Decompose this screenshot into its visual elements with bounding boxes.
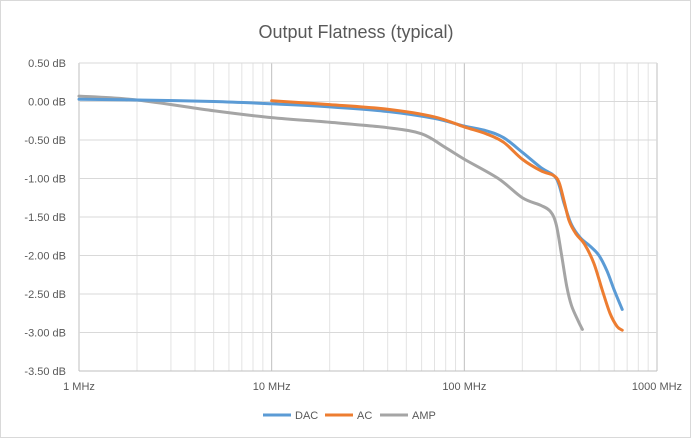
x-axis-tick-labels: 1 MHz 10 MHz 100 MHz 1000 MHz [63,381,682,393]
series-line-ac [270,99,624,332]
series-line-amp [77,94,584,331]
legend-label-dac: DAC [295,410,318,422]
legend-label-amp: AMP [412,410,436,422]
legend: DAC AC AMP [263,410,436,422]
legend-label-ac: AC [357,410,372,422]
chart-title: Output Flatness (typical) [258,22,453,42]
y-tick-label: -3.00 dB [24,328,66,340]
y-tick-label: -0.50 dB [24,135,66,147]
x-tick-label: 10 MHz [253,381,291,393]
x-tick-label: 100 MHz [442,381,486,393]
series-line-dac [77,97,624,311]
y-tick-label: 0.50 dB [28,58,66,70]
y-tick-label: -1.50 dB [24,212,66,224]
y-axis-tick-labels: 0.50 dB 0.00 dB -0.50 dB -1.00 dB -1.50 dB -2… [24,58,66,378]
x-tick-label: 1 MHz [63,381,95,393]
series-lines [77,94,624,332]
x-tick-label: 1000 MHz [632,381,682,393]
y-tick-label: -1.00 dB [24,174,66,186]
major-gridlines [78,62,658,372]
y-tick-label: 0.00 dB [28,97,66,109]
y-tick-label: -2.00 dB [24,251,66,263]
y-tick-label: -3.50 dB [24,366,66,378]
y-tick-label: -2.50 dB [24,289,66,301]
